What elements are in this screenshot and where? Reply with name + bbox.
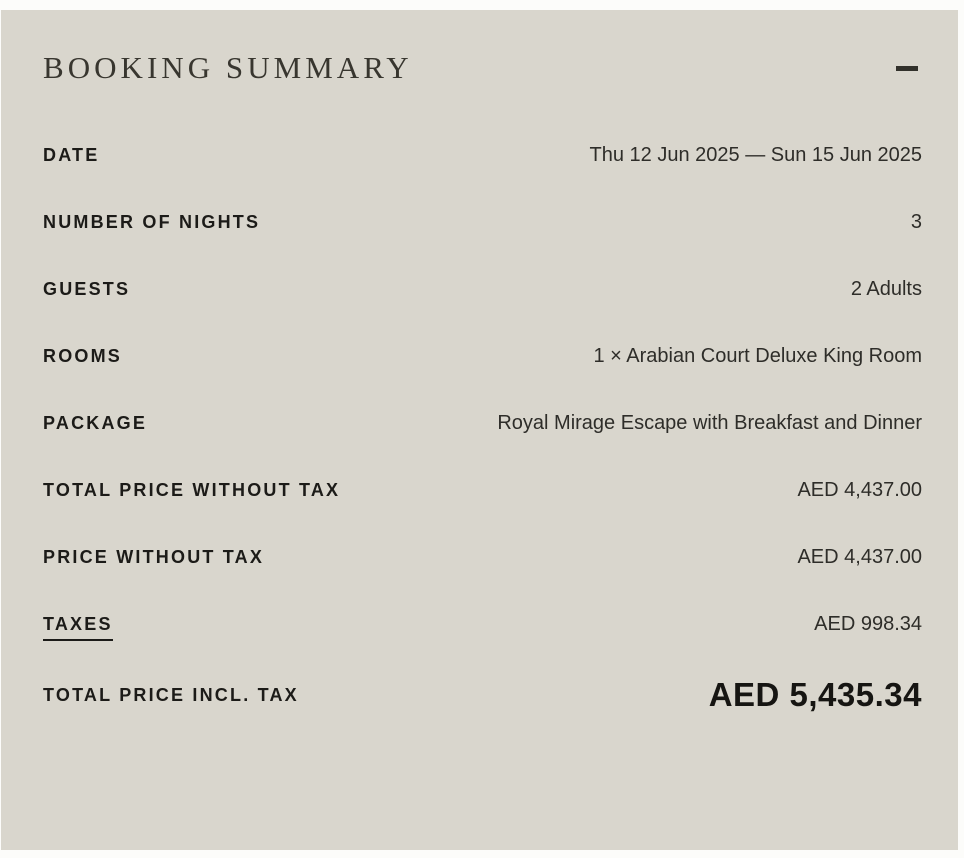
- taxes-label-wrap: TAXES: [43, 607, 113, 642]
- guests-value: 2 Adults: [850, 278, 922, 300]
- collapse-section-button[interactable]: [896, 58, 918, 79]
- booking-summary-title: BOOKING SUMMARY: [43, 50, 413, 85]
- summary-row-date: DATE Thu 12 Jun 2025 — Sun 15 Jun 2025: [43, 138, 922, 173]
- guests-label: GUESTS: [43, 279, 131, 299]
- package-value: Royal Mirage Escape with Breakfast and D…: [497, 412, 922, 434]
- summary-row-price-without-tax: PRICE WITHOUT TAX AED 4,437.00: [43, 540, 922, 575]
- summary-row-rooms: ROOMS 1 × Arabian Court Deluxe King Room: [43, 339, 922, 374]
- total-without-tax-label: TOTAL PRICE WITHOUT TAX: [43, 480, 341, 500]
- booking-summary-card: BOOKING SUMMARY DATE Thu 12 Jun 2025 — S…: [1, 10, 958, 850]
- nights-value: 3: [910, 211, 922, 233]
- summary-row-total-incl-tax: TOTAL PRICE INCL. TAX AED 5,435.34: [43, 674, 922, 716]
- total-incl-tax-value: AED 5,435.34: [708, 676, 922, 713]
- total-incl-tax-label: TOTAL PRICE INCL. TAX: [43, 684, 299, 705]
- rooms-label: ROOMS: [43, 346, 123, 366]
- booking-summary-header: BOOKING SUMMARY: [43, 50, 922, 86]
- date-value: Thu 12 Jun 2025 — Sun 15 Jun 2025: [589, 144, 922, 166]
- date-label: DATE: [43, 145, 100, 165]
- summary-row-package: PACKAGE Royal Mirage Escape with Breakfa…: [43, 406, 922, 441]
- taxes-value: AED 998.34: [814, 613, 922, 635]
- price-without-tax-label: PRICE WITHOUT TAX: [43, 547, 265, 567]
- total-without-tax-value: AED 4,437.00: [797, 479, 922, 501]
- taxes-label-link[interactable]: TAXES: [43, 611, 113, 641]
- summary-row-taxes: TAXES AED 998.34: [43, 607, 922, 642]
- package-label: PACKAGE: [43, 413, 148, 433]
- summary-row-nights: NUMBER OF NIGHTS 3: [43, 205, 922, 240]
- rooms-value: 1 × Arabian Court Deluxe King Room: [593, 345, 922, 367]
- minus-icon: [896, 65, 918, 71]
- nights-label: NUMBER OF NIGHTS: [43, 212, 261, 232]
- summary-row-total-without-tax: TOTAL PRICE WITHOUT TAX AED 4,437.00: [43, 473, 922, 508]
- summary-row-guests: GUESTS 2 Adults: [43, 272, 922, 307]
- price-without-tax-value: AED 4,437.00: [797, 546, 922, 568]
